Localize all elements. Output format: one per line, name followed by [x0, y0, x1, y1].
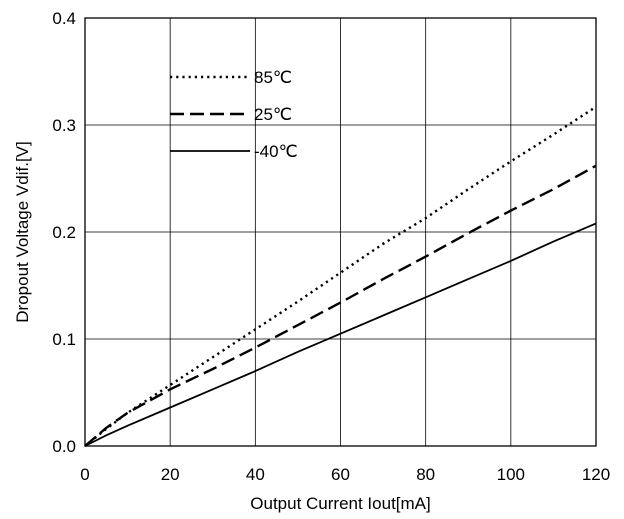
legend-label: -40℃ [254, 142, 298, 161]
series-line [84, 164, 597, 447]
plot-frame [84, 17, 597, 447]
y-tick-label: 0.1 [52, 330, 76, 349]
x-tick-label: 60 [331, 465, 350, 484]
x-axis-label: Output Current Iout[mA] [250, 494, 430, 513]
x-tick-label: 80 [416, 465, 435, 484]
grid-lines [85, 18, 596, 446]
x-tick-label: 100 [497, 465, 525, 484]
legend-label: 85℃ [254, 68, 292, 87]
tick-labels: 0 20 40 60 80 100 120 0.0 0.1 0.2 0.3 0.4 [52, 9, 610, 484]
x-tick-label: 120 [582, 465, 610, 484]
y-tick-label: 0.4 [52, 9, 76, 28]
x-tick-label: 20 [161, 465, 180, 484]
y-tick-label: 0.3 [52, 116, 76, 135]
y-tick-label: 0.0 [52, 437, 76, 456]
x-tick-label: 0 [80, 465, 89, 484]
x-tick-label: 40 [246, 465, 265, 484]
series-line [84, 222, 597, 447]
series-layer [84, 105, 597, 447]
legend-label: 25℃ [254, 105, 292, 124]
y-axis-label: Dropout Voltage Vdif.[V] [13, 141, 32, 322]
y-tick-label: 0.2 [52, 223, 76, 242]
legend: 85℃ 25℃ -40℃ [170, 68, 298, 161]
